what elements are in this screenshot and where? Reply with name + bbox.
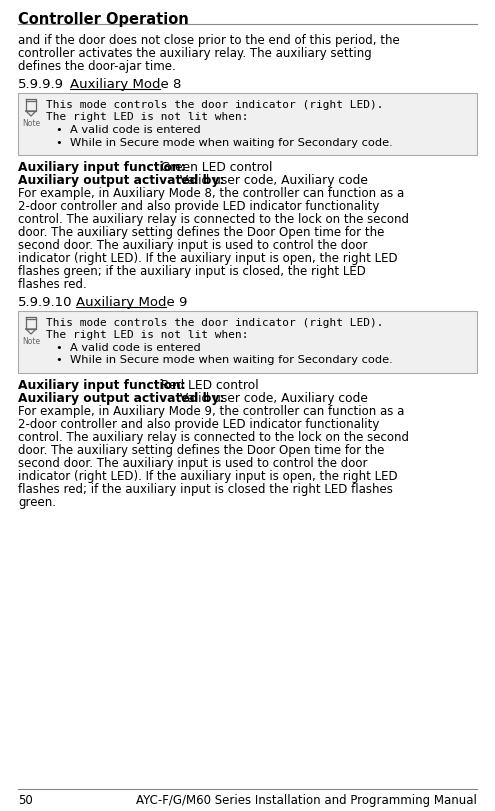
Text: •  A valid code is entered: • A valid code is entered xyxy=(56,342,201,353)
Text: •  While in Secure mode when waiting for Secondary code.: • While in Secure mode when waiting for … xyxy=(56,137,393,148)
Text: control. The auxiliary relay is connected to the lock on the second: control. The auxiliary relay is connecte… xyxy=(18,212,409,225)
Text: •  A valid code is entered: • A valid code is entered xyxy=(56,125,201,135)
Text: The right LED is not lit when:: The right LED is not lit when: xyxy=(46,113,248,122)
Text: This mode controls the door indicator (right LED).: This mode controls the door indicator (r… xyxy=(46,100,384,109)
Text: and if the door does not close prior to the end of this period, the: and if the door does not close prior to … xyxy=(18,34,400,47)
FancyBboxPatch shape xyxy=(18,311,477,374)
Text: Auxiliary Mode 8: Auxiliary Mode 8 xyxy=(70,78,181,91)
Text: Note: Note xyxy=(22,119,40,128)
Text: Green LED control: Green LED control xyxy=(157,161,272,174)
FancyBboxPatch shape xyxy=(18,94,477,156)
Text: control. The auxiliary relay is connected to the lock on the second: control. The auxiliary relay is connecte… xyxy=(18,431,409,444)
Text: Auxiliary Mode 9: Auxiliary Mode 9 xyxy=(76,296,188,309)
Text: Auxiliary input function:: Auxiliary input function: xyxy=(18,161,186,174)
Text: green.: green. xyxy=(18,496,56,508)
Text: Valid user code, Auxiliary code: Valid user code, Auxiliary code xyxy=(176,392,367,405)
Text: 5.9.9.10: 5.9.9.10 xyxy=(18,296,72,309)
Text: defines the door-ajar time.: defines the door-ajar time. xyxy=(18,60,176,73)
Text: 50: 50 xyxy=(18,793,33,806)
Text: door. The auxiliary setting defines the Door Open time for the: door. The auxiliary setting defines the … xyxy=(18,225,385,238)
Text: flashes green; if the auxiliary input is closed, the right LED: flashes green; if the auxiliary input is… xyxy=(18,264,366,277)
Text: Auxiliary input function:: Auxiliary input function: xyxy=(18,379,186,392)
Text: AYC-F/G/M60 Series Installation and Programming Manual: AYC-F/G/M60 Series Installation and Prog… xyxy=(136,793,477,806)
Text: Auxiliary output activated by:: Auxiliary output activated by: xyxy=(18,392,224,405)
Text: For example, in Auxiliary Mode 9, the controller can function as a: For example, in Auxiliary Mode 9, the co… xyxy=(18,405,404,418)
Text: indicator (right LED). If the auxiliary input is open, the right LED: indicator (right LED). If the auxiliary … xyxy=(18,251,397,264)
Text: •  While in Secure mode when waiting for Secondary code.: • While in Secure mode when waiting for … xyxy=(56,355,393,365)
Text: second door. The auxiliary input is used to control the door: second door. The auxiliary input is used… xyxy=(18,238,367,251)
Text: flashes red; if the auxiliary input is closed the right LED flashes: flashes red; if the auxiliary input is c… xyxy=(18,483,393,496)
Text: controller activates the auxiliary relay. The auxiliary setting: controller activates the auxiliary relay… xyxy=(18,47,372,60)
Text: Red LED control: Red LED control xyxy=(157,379,258,392)
Text: Valid user code, Auxiliary code: Valid user code, Auxiliary code xyxy=(176,174,367,187)
Text: 2-door controller and also provide LED indicator functionality: 2-door controller and also provide LED i… xyxy=(18,418,379,431)
Text: For example, in Auxiliary Mode 8, the controller can function as a: For example, in Auxiliary Mode 8, the co… xyxy=(18,187,404,200)
Text: 5.9.9.9: 5.9.9.9 xyxy=(18,78,64,91)
Text: 2-door controller and also provide LED indicator functionality: 2-door controller and also provide LED i… xyxy=(18,200,379,212)
Text: door. The auxiliary setting defines the Door Open time for the: door. The auxiliary setting defines the … xyxy=(18,444,385,457)
Text: flashes red.: flashes red. xyxy=(18,277,87,290)
Text: The right LED is not lit when:: The right LED is not lit when: xyxy=(46,330,248,340)
Text: indicator (right LED). If the auxiliary input is open, the right LED: indicator (right LED). If the auxiliary … xyxy=(18,470,397,483)
Text: Auxiliary output activated by:: Auxiliary output activated by: xyxy=(18,174,224,187)
Text: second door. The auxiliary input is used to control the door: second door. The auxiliary input is used… xyxy=(18,457,367,470)
Text: Controller Operation: Controller Operation xyxy=(18,12,189,27)
Text: This mode controls the door indicator (right LED).: This mode controls the door indicator (r… xyxy=(46,318,384,328)
Text: Note: Note xyxy=(22,337,40,345)
